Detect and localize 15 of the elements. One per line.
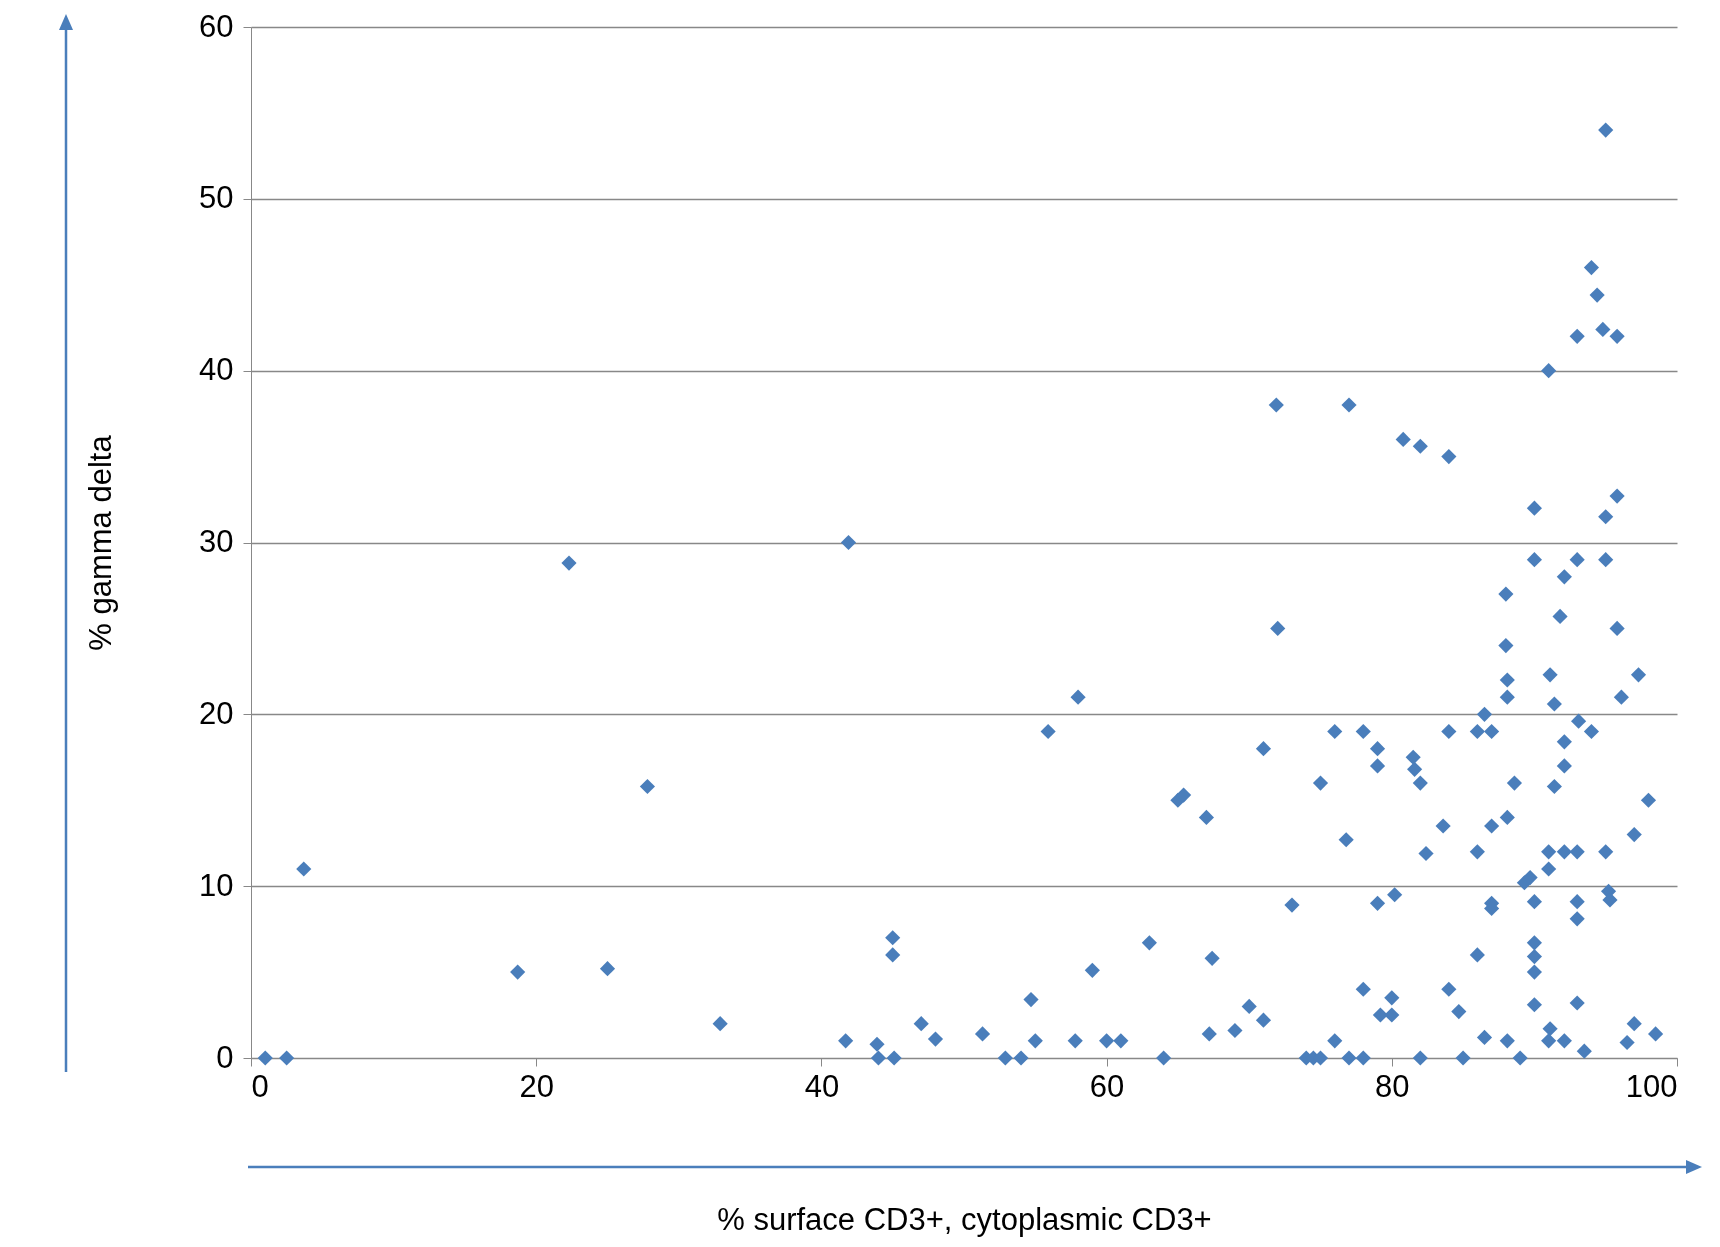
y-tick-label: 40 [199, 352, 234, 388]
x-axis-title: % surface CD3+, cytoplasmic CD3+ [717, 1201, 1212, 1237]
x-tick-label: 80 [1375, 1068, 1410, 1104]
x-tick-label: 40 [804, 1068, 840, 1104]
y-axis-title: % gamma delta [82, 434, 118, 651]
y-tick-label: 30 [199, 524, 234, 559]
y-tick-label: 10 [199, 867, 234, 903]
x-tick-label: 20 [519, 1068, 554, 1104]
y-tick-label: 50 [199, 180, 234, 216]
x-tick-label: 60 [1089, 1068, 1125, 1104]
x-tick-label: 0 [251, 1068, 269, 1104]
y-tick-label: 20 [199, 695, 234, 731]
x-tick-label: 100 [1625, 1068, 1678, 1104]
y-tick-label: 60 [199, 8, 234, 44]
y-tick-label: 0 [216, 1039, 234, 1075]
